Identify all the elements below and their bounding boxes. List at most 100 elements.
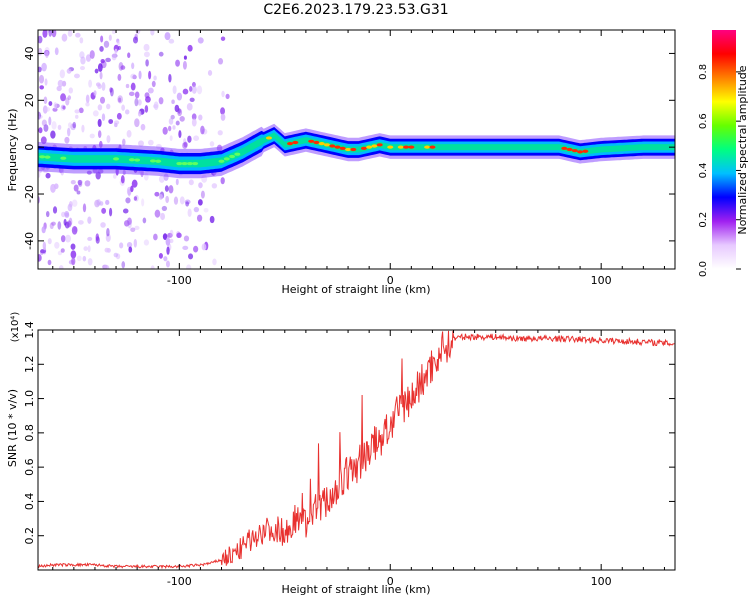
noise-speck — [191, 81, 196, 88]
track-hotspot — [39, 155, 46, 159]
noise-speck — [153, 75, 157, 81]
noise-speck — [179, 116, 185, 122]
noise-speck — [187, 44, 193, 52]
track-hotspot — [128, 158, 135, 162]
noise-speck — [101, 113, 106, 122]
noise-speck — [183, 235, 190, 242]
noise-speck — [38, 66, 42, 73]
track-hotspot — [292, 140, 299, 145]
colorbar-tick-label: 0.0 — [698, 261, 709, 277]
noise-speck — [130, 185, 134, 193]
track-hotspot — [186, 161, 193, 166]
noise-speck — [165, 237, 171, 246]
noise-speck — [47, 238, 52, 245]
y-tick-label: -20 — [23, 185, 36, 203]
noise-speck — [106, 227, 110, 237]
noise-speck — [182, 245, 189, 251]
noise-speck — [45, 172, 51, 179]
noise-speck — [121, 104, 125, 111]
noise-speck — [191, 85, 197, 94]
noise-speck — [94, 68, 99, 74]
noise-speck — [109, 207, 113, 217]
track-hotspot — [360, 146, 367, 150]
track-green-band — [38, 132, 675, 168]
noise-speck — [49, 222, 54, 230]
noise-speck — [196, 85, 203, 95]
noise-speck — [89, 50, 95, 59]
track-hotspot — [408, 145, 415, 149]
noise-speck — [225, 93, 230, 100]
noise-speck — [122, 208, 129, 214]
noise-speck — [94, 199, 100, 208]
noise-speck — [177, 108, 183, 117]
noise-speck — [97, 104, 103, 111]
noise-speck — [187, 135, 192, 143]
snr-scale-label: (x10⁴) — [10, 312, 21, 343]
track-hotspot — [60, 156, 67, 160]
noise-speck — [173, 196, 179, 205]
noise-speck — [44, 106, 51, 112]
noise-speck — [58, 265, 64, 269]
noise-speck — [217, 130, 223, 136]
noise-speck — [75, 32, 81, 38]
noise-speck — [51, 121, 57, 130]
track-hotspot — [339, 146, 346, 150]
noise-speck — [99, 45, 104, 52]
noise-speck — [211, 183, 218, 189]
noise-speck — [134, 225, 140, 230]
noise-speck — [65, 97, 70, 106]
snr-ticks: -100 0 100 0.2 0.4 0.6 0.8 1.0 1.2 1.4 — [23, 321, 675, 588]
track-hotspot — [582, 149, 589, 153]
track-hotspot — [149, 159, 156, 163]
noise-speck — [59, 69, 66, 79]
noise-speck — [197, 199, 203, 206]
noise-speck — [143, 43, 150, 52]
noise-speck — [162, 126, 168, 135]
noise-speck — [70, 179, 76, 185]
noise-speck — [43, 96, 48, 104]
noise-speck — [134, 98, 139, 107]
noise-speck — [165, 195, 170, 204]
spectrogram-ticks: -100 0 100 -40 -20 0 20 40 — [23, 30, 675, 287]
noise-speck — [41, 119, 47, 127]
noise-speck — [178, 130, 182, 139]
track-hotspot — [234, 152, 241, 156]
noise-speck — [191, 113, 197, 121]
noise-speck — [66, 68, 72, 74]
noise-speck — [77, 220, 84, 225]
noise-speck — [117, 73, 122, 81]
noise-speck — [73, 184, 79, 192]
noise-speck — [87, 245, 91, 253]
noise-speck — [60, 93, 66, 102]
noise-speck — [95, 233, 100, 241]
noise-speck — [95, 171, 101, 180]
noise-speck — [42, 105, 48, 114]
spectrogram-x-label: Height of straight line (km) — [281, 283, 430, 296]
noise-speck — [87, 216, 92, 224]
frequency-track-layer — [38, 123, 675, 179]
noise-speck — [50, 130, 56, 139]
noise-speck — [44, 78, 48, 86]
noise-speck — [41, 226, 46, 234]
noise-speck — [38, 74, 45, 84]
noise-speck — [148, 70, 152, 80]
noise-speck — [145, 96, 151, 103]
noise-speck — [61, 33, 68, 42]
y-tick-label: -40 — [23, 232, 36, 250]
noise-speck — [141, 198, 145, 207]
noise-speck — [119, 242, 124, 249]
noise-speck — [197, 37, 204, 44]
track-hotspot — [176, 161, 183, 166]
noise-speck — [163, 256, 168, 262]
noise-speck — [68, 87, 73, 94]
noise-speck — [82, 203, 87, 213]
noise-speck — [51, 221, 56, 226]
noise-speck — [126, 241, 133, 248]
noise-speck — [167, 125, 172, 132]
noise-speck — [99, 201, 104, 206]
noise-speck — [57, 79, 64, 88]
noise-speck — [47, 259, 52, 266]
noise-speck — [117, 95, 123, 104]
noise-speck — [128, 246, 133, 253]
noise-speck — [79, 37, 84, 44]
